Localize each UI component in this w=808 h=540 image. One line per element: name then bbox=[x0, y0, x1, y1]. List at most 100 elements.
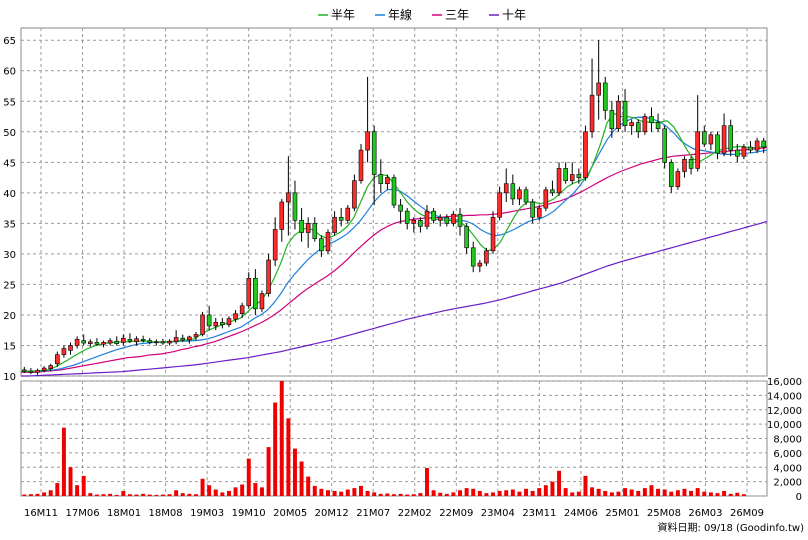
candle bbox=[523, 186, 529, 206]
candle bbox=[649, 107, 654, 132]
candle bbox=[180, 334, 186, 342]
candle bbox=[761, 137, 766, 154]
volume-bar bbox=[623, 488, 628, 496]
candle-body bbox=[107, 340, 113, 344]
candle bbox=[391, 174, 397, 209]
price-tick-label: 45 bbox=[3, 158, 16, 169]
candle bbox=[266, 253, 271, 297]
candle-body bbox=[173, 337, 179, 343]
candle-body bbox=[147, 340, 153, 343]
candle-body bbox=[220, 321, 225, 326]
candle bbox=[477, 260, 483, 273]
candle-body bbox=[477, 262, 483, 267]
candle bbox=[48, 363, 53, 372]
candle-body bbox=[352, 180, 357, 209]
volume-bar bbox=[491, 492, 496, 496]
candle-body bbox=[127, 339, 133, 342]
x-tick-label: 20M05 bbox=[273, 508, 307, 519]
volume-bar bbox=[590, 487, 595, 496]
price-axis-ticks: 10 15 20 25 30 35 40 45 50 55 60 65 bbox=[3, 36, 16, 383]
candle bbox=[107, 338, 113, 346]
volume-bar bbox=[662, 489, 667, 496]
volume-bar bbox=[438, 492, 443, 496]
candle-body bbox=[470, 247, 476, 267]
candle-body bbox=[629, 122, 634, 126]
candle-body bbox=[748, 146, 753, 151]
volume-bar bbox=[464, 488, 469, 496]
candle bbox=[655, 113, 661, 132]
volume-bar bbox=[68, 467, 73, 496]
volume-bar bbox=[583, 475, 588, 496]
candle-body bbox=[305, 223, 311, 233]
candle-body bbox=[292, 192, 298, 221]
candle bbox=[167, 339, 172, 346]
volume-bar bbox=[392, 494, 396, 496]
candle bbox=[695, 95, 700, 172]
candle bbox=[28, 368, 34, 375]
candle bbox=[497, 186, 502, 221]
price-tick-label: 60 bbox=[3, 67, 16, 78]
volume-bar bbox=[444, 493, 449, 496]
candle-body bbox=[187, 336, 192, 341]
candle bbox=[437, 214, 443, 227]
candle-body bbox=[490, 216, 496, 252]
candle bbox=[444, 214, 450, 227]
x-tick-label: 19M10 bbox=[232, 508, 266, 519]
candle bbox=[550, 180, 555, 196]
candle-body bbox=[530, 201, 535, 218]
candle-body bbox=[193, 334, 199, 338]
x-tick-label: 25M08 bbox=[647, 508, 681, 519]
candle-body bbox=[200, 314, 205, 335]
volume-bar bbox=[220, 492, 225, 496]
volume-bars bbox=[22, 381, 746, 496]
candle bbox=[239, 302, 245, 318]
candle-body bbox=[48, 365, 53, 369]
candle-body bbox=[761, 140, 766, 148]
volume-tick-label: 6,000 bbox=[773, 449, 802, 460]
candle bbox=[378, 159, 384, 193]
candle-body bbox=[319, 238, 324, 252]
candle bbox=[55, 351, 60, 367]
candle-body bbox=[464, 226, 469, 249]
volume-bar bbox=[524, 488, 529, 496]
candle-body bbox=[424, 210, 430, 227]
volume-bar bbox=[180, 493, 185, 496]
candle-body bbox=[180, 337, 186, 341]
candle bbox=[596, 40, 601, 120]
candle-body bbox=[246, 278, 252, 307]
candle-body bbox=[741, 146, 747, 157]
ma-ten-year-line bbox=[21, 220, 768, 377]
candle bbox=[451, 211, 456, 227]
volume-bar bbox=[458, 490, 462, 496]
volume-bar bbox=[741, 494, 746, 496]
candle bbox=[371, 125, 377, 206]
candle bbox=[424, 205, 430, 230]
footer-date-source: 資料日期: 09/18 (Goodinfo.tw) bbox=[657, 521, 804, 534]
candle bbox=[233, 310, 238, 323]
x-tick-label: 18M01 bbox=[107, 508, 141, 519]
candle-body bbox=[635, 122, 641, 133]
candle-body bbox=[444, 216, 450, 224]
volume-bar bbox=[187, 493, 192, 496]
candle-body bbox=[642, 116, 648, 133]
candle bbox=[754, 137, 760, 154]
candle bbox=[576, 168, 582, 184]
candle bbox=[127, 333, 133, 344]
volume-bar bbox=[425, 467, 429, 496]
candle bbox=[88, 339, 93, 347]
candle-body bbox=[418, 220, 423, 227]
candle-body bbox=[484, 250, 489, 264]
candle-body bbox=[583, 131, 588, 178]
candle bbox=[404, 208, 410, 230]
candle-body bbox=[721, 125, 727, 154]
volume-bar bbox=[510, 489, 515, 496]
candle bbox=[668, 159, 674, 193]
candle-body bbox=[279, 201, 285, 230]
candle-body bbox=[140, 339, 146, 341]
x-tick-label: 16M11 bbox=[24, 508, 58, 519]
candle bbox=[484, 247, 489, 267]
candle bbox=[715, 131, 720, 160]
candle-body bbox=[206, 314, 212, 327]
candle-body bbox=[239, 305, 245, 315]
candle-body bbox=[675, 171, 681, 188]
